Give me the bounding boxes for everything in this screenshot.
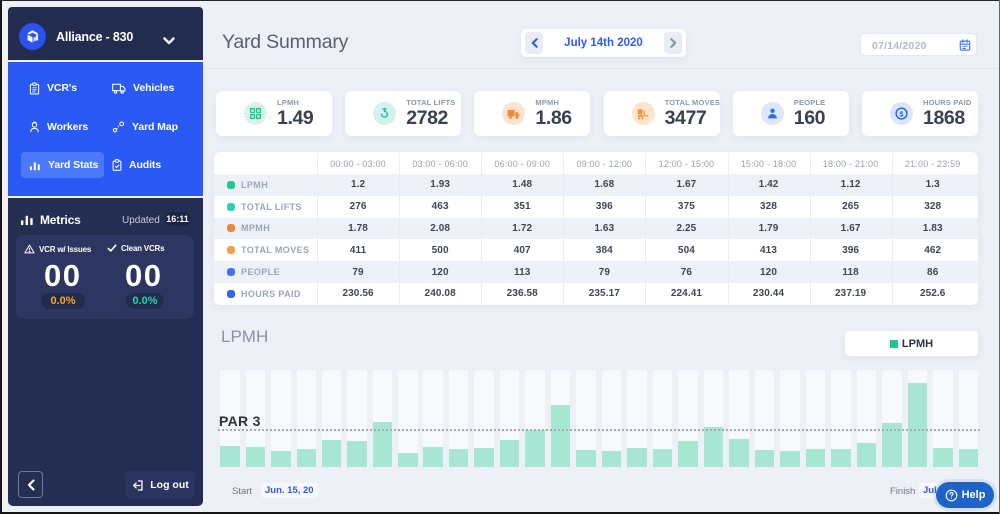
svg-text:$: $	[899, 109, 904, 118]
